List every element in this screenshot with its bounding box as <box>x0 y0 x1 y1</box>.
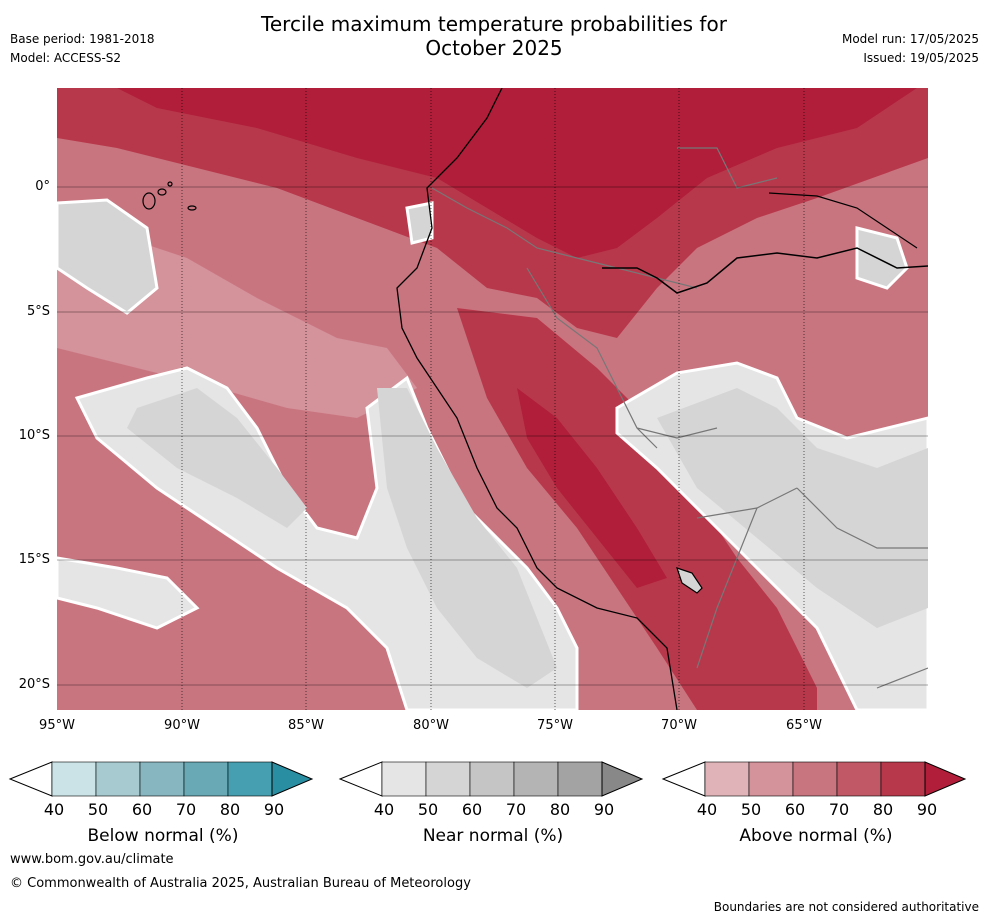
base-period-text: Base period: 1981-2018 <box>10 32 155 46</box>
below-normal-label: Below normal (%) <box>87 826 239 846</box>
above-colorbar-box <box>748 761 794 797</box>
above-tick-70: 70 <box>828 800 850 819</box>
above-colorbar-low-arrow <box>661 761 706 797</box>
near-colorbar-high-arrow <box>601 761 644 797</box>
above-tick-50: 50 <box>740 800 762 819</box>
near-colorbar-low-arrow <box>338 761 383 797</box>
galapagos-islands <box>142 181 197 211</box>
below-tick-80: 80 <box>219 800 241 819</box>
near-tick-60: 60 <box>461 800 483 819</box>
near-normal-region <box>377 388 557 688</box>
above-colorbar-box <box>836 761 882 797</box>
above-normal-region <box>117 88 917 258</box>
near-colorbar-box <box>425 761 471 797</box>
lon-label-90w: 90°W <box>164 718 200 733</box>
model-run-text: Model run: 17/05/2025 <box>841 32 979 46</box>
issued-text: Issued: 19/05/2025 <box>863 51 979 65</box>
below-tick-40: 40 <box>43 800 65 819</box>
near-tick-40: 40 <box>373 800 395 819</box>
near-normal-region <box>657 388 928 628</box>
lon-label-65w: 65°W <box>786 718 822 733</box>
below-normal-colorbar <box>8 761 314 797</box>
above-tick-40: 40 <box>696 800 718 819</box>
lon-label-80w: 80°W <box>413 718 449 733</box>
country-boundaries <box>431 147 928 689</box>
above-tick-60: 60 <box>784 800 806 819</box>
river-north <box>768 192 918 249</box>
website-url: www.bom.gov.au/climate <box>10 852 174 867</box>
near-normal-region <box>57 198 159 315</box>
near-colorbar-box <box>381 761 427 797</box>
above-tick-80: 80 <box>872 800 894 819</box>
below-colorbar-box <box>51 761 97 797</box>
probability-map <box>57 88 928 710</box>
below-colorbar-box <box>183 761 229 797</box>
above-colorbar-high-arrow <box>924 761 967 797</box>
above-tick-90: 90 <box>916 800 938 819</box>
lat-label-10s: 10°S <box>18 428 50 443</box>
lat-label-15s: 15°S <box>18 552 50 567</box>
amazon-river <box>602 247 928 294</box>
model-text: Model: ACCESS-S2 <box>10 51 122 65</box>
map-title: Tercile maximum temperature probabilitie… <box>0 12 988 60</box>
near-colorbar-box <box>469 761 515 797</box>
near-normal-region <box>405 201 434 245</box>
below-colorbar-box <box>227 761 273 797</box>
title-line-2: October 2025 <box>425 36 563 60</box>
above-colorbar-box <box>792 761 838 797</box>
near-normal-colorbar <box>338 761 644 797</box>
above-normal-colorbar <box>661 761 967 797</box>
below-tick-70: 70 <box>175 800 197 819</box>
near-tick-70: 70 <box>505 800 527 819</box>
above-normal-region <box>457 308 817 710</box>
below-colorbar-box <box>95 761 141 797</box>
near-normal-label: Near normal (%) <box>422 826 564 846</box>
above-normal-region <box>517 388 667 588</box>
above-colorbar-box <box>704 761 750 797</box>
near-tick-80: 80 <box>549 800 571 819</box>
below-colorbar-high-arrow <box>271 761 314 797</box>
below-colorbar-box <box>139 761 185 797</box>
lon-label-95w: 95°W <box>39 718 75 733</box>
near-tick-90: 90 <box>593 800 615 819</box>
boundaries-disclaimer: Boundaries are not considered authoritat… <box>713 900 979 914</box>
lon-label-70w: 70°W <box>661 718 697 733</box>
near-colorbar-box <box>557 761 603 797</box>
above-colorbar-box <box>880 761 926 797</box>
lon-label-85w: 85°W <box>288 718 324 733</box>
below-colorbar-low-arrow <box>8 761 53 797</box>
near-normal-region <box>127 388 307 528</box>
lat-label-20s: 20°S <box>18 677 50 692</box>
near-colorbar-box <box>513 761 559 797</box>
above-normal-label: Above normal (%) <box>739 826 893 846</box>
lon-label-75w: 75°W <box>537 718 573 733</box>
lat-label-5s: 5°S <box>26 304 50 319</box>
below-tick-50: 50 <box>87 800 109 819</box>
below-tick-90: 90 <box>263 800 285 819</box>
lake-titicaca <box>676 567 703 594</box>
coastline <box>396 88 678 710</box>
near-normal-region <box>57 556 200 630</box>
title-line-1: Tercile maximum temperature probabilitie… <box>261 12 727 36</box>
near-tick-50: 50 <box>417 800 439 819</box>
near-normal-region <box>855 226 909 290</box>
lat-label-0: 0° <box>35 179 50 194</box>
copyright-text: © Commonwealth of Australia 2025, Austra… <box>10 876 471 891</box>
below-tick-60: 60 <box>131 800 153 819</box>
